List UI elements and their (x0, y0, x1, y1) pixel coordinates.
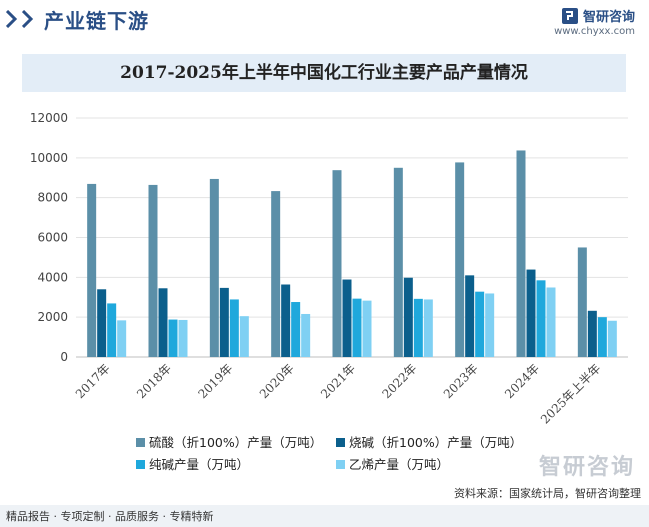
bar (178, 319, 188, 357)
legend-swatch (336, 438, 345, 447)
x-tick-label: 2018年 (134, 361, 174, 401)
chart-title: 2017-2025年上半年中国化工行业主要产品产量情况 (120, 63, 528, 83)
footer-logo-text: 智研咨询 (538, 455, 635, 480)
bar (117, 320, 127, 357)
bar (455, 162, 465, 357)
bar (97, 289, 107, 357)
bar (607, 320, 617, 357)
bar (168, 319, 178, 357)
bar (536, 280, 546, 357)
legend-label: 硫酸（折100%）产量（万吨） (149, 435, 322, 450)
bar (158, 288, 168, 357)
x-tick-label: 2021年 (318, 361, 358, 401)
brand-url: www.chyxx.com (554, 26, 635, 37)
x-tick-label: 2024年 (502, 361, 542, 401)
bar (209, 178, 219, 357)
legend-swatch (336, 460, 345, 469)
chevron-right-icon (22, 10, 34, 28)
legend-label: 烧碱（折100%）产量（万吨） (349, 435, 522, 450)
bar (239, 316, 249, 357)
bar (413, 298, 423, 357)
y-tick-label: 4000 (37, 270, 68, 284)
bar (332, 170, 342, 357)
bar (587, 310, 597, 357)
y-tick-label: 6000 (37, 231, 68, 245)
bar (393, 167, 403, 357)
x-tick-label: 2023年 (441, 361, 481, 401)
footer-tagline: 精品报告 · 专项定制 · 品质服务 · 专精特新 (6, 510, 214, 523)
bar (301, 313, 311, 357)
bar (148, 184, 158, 357)
bar (423, 299, 433, 357)
bar (342, 279, 352, 357)
legend-swatch (136, 438, 145, 447)
header-bar: 产业链下游 智研咨询 www.chyxx.com (0, 0, 649, 40)
bar (271, 191, 281, 357)
bar (526, 269, 536, 357)
bar (577, 247, 587, 357)
bar (362, 300, 372, 357)
brand-block: 智研咨询 www.chyxx.com (554, 6, 635, 37)
brand-name: 智研咨询 (582, 10, 635, 25)
bar (546, 287, 556, 357)
y-tick-label: 2000 (37, 310, 68, 324)
x-tick-label: 2020年 (257, 361, 297, 401)
bar (465, 275, 475, 357)
footer-bar: 精品报告 · 专项定制 · 品质服务 · 专精特新 (0, 505, 649, 527)
x-tick-label: 2019年 (195, 361, 235, 401)
section-title: 产业链下游 (44, 8, 149, 33)
bar (597, 317, 607, 357)
x-tick-label: 2022年 (379, 361, 419, 401)
bar (87, 183, 97, 357)
bar (516, 150, 526, 357)
y-tick-label: 10000 (30, 151, 68, 165)
bar (352, 298, 362, 357)
y-tick-label: 12000 (30, 111, 68, 125)
source-note: 资料来源：国家统计局，智研咨询整理 (454, 487, 641, 500)
x-tick-label: 2017年 (73, 361, 113, 401)
chart-title-band: 2017-2025年上半年中国化工行业主要产品产量情况 (22, 54, 626, 92)
footer-logo: 智研咨询 (539, 449, 635, 481)
bar (291, 302, 301, 357)
bar (485, 293, 495, 357)
bar (107, 303, 117, 357)
y-tick-label: 0 (60, 350, 68, 364)
brand-logo-icon (561, 7, 578, 24)
bar (475, 291, 485, 357)
bar (281, 284, 291, 357)
section-title-tag: 产业链下游 (6, 6, 149, 33)
y-tick-label: 8000 (37, 191, 68, 205)
legend-swatch (136, 460, 145, 469)
legend-label: 乙烯产量（万吨） (349, 457, 449, 472)
x-tick-label: 2025年上半年 (538, 361, 603, 426)
legend-label: 纯碱产量（万吨） (149, 457, 249, 472)
bar (219, 287, 229, 357)
chevron-right-icon (6, 10, 18, 28)
bar (229, 299, 239, 357)
bar (403, 277, 413, 357)
